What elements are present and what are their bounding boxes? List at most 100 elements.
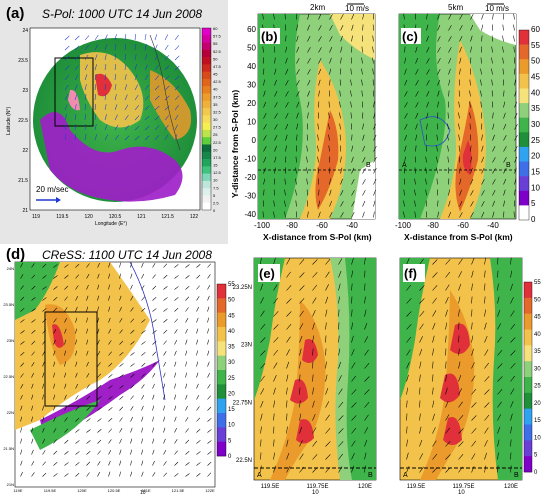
colorbar-swatch [202, 180, 211, 189]
wind-vector [306, 167, 308, 174]
wind-vector [351, 283, 353, 291]
wind-vector [325, 361, 327, 369]
wind-vector [458, 348, 460, 356]
colorbar-swatch [519, 30, 529, 45]
wind-vector [207, 429, 212, 433]
wind-vector [144, 54, 148, 61]
colorbar-swatch [524, 424, 532, 441]
wind-vector [503, 123, 507, 130]
x-tick-label: 121.5E [172, 488, 185, 493]
wind-vector [141, 405, 144, 411]
wind-vector [185, 296, 190, 301]
panel-a-x-ticks: 119 119.5 120 120.5 121 121.5 122 [32, 214, 198, 220]
wind-vector [426, 123, 428, 130]
wind-vector [64, 428, 69, 433]
wind-vector [20, 471, 23, 477]
wind-vector [31, 285, 36, 290]
y-tick-label: -30 [244, 192, 256, 201]
wind-vector [307, 112, 309, 119]
wind-vector [470, 46, 472, 53]
wind-vector [351, 322, 353, 330]
wind-vector [53, 428, 57, 433]
wind-vector [448, 189, 450, 196]
wind-vector [86, 306, 89, 312]
wind-vector [84, 35, 90, 41]
wind-vector [119, 385, 124, 389]
wind-vector [31, 274, 36, 279]
wind-vector [285, 145, 287, 152]
wind-vector [74, 104, 77, 111]
wind-vector [196, 328, 199, 334]
wind-vector [74, 74, 79, 81]
wind-vector [419, 323, 424, 330]
colorbar-tick-label: 0 [213, 208, 216, 213]
wind-vector [510, 388, 515, 395]
x-tick-label: 120.5E [108, 488, 121, 493]
wind-vector [75, 295, 79, 301]
y-tick-label: 21N [7, 482, 14, 487]
wind-vector [299, 374, 301, 382]
y-tick-label: 20 [247, 99, 256, 108]
colorbar-swatch [519, 205, 529, 221]
wind-vector [130, 460, 132, 466]
y-tick-label: 23.25N [233, 285, 252, 291]
wind-vector [174, 350, 177, 356]
wind-vector [350, 101, 352, 108]
colorbar-tick-label: 35 [228, 345, 235, 351]
wind-vector [503, 189, 506, 196]
wind-vector [296, 101, 300, 108]
wind-vector [94, 104, 97, 111]
wind-vector [119, 449, 122, 455]
x-tick-label: -100 [395, 221, 412, 230]
wind-vector [154, 54, 159, 61]
y-tick-label: 23.5N [3, 302, 14, 307]
y-tick-label: 23.5 [18, 58, 28, 64]
wind-vector [273, 200, 275, 207]
colorbar-swatch [524, 408, 532, 425]
wind-vector [141, 352, 146, 356]
wind-vector [196, 339, 198, 345]
colorbar-swatch [524, 392, 532, 409]
wind-vector [53, 473, 58, 477]
wind-vector [174, 55, 180, 61]
wind-vector [285, 102, 289, 108]
wind-vector [174, 85, 180, 91]
wind-vector [481, 201, 485, 207]
wind-vector [328, 123, 330, 130]
wind-vector [104, 44, 108, 51]
colorbar-tick-label: 40 [534, 332, 541, 338]
wind-vector [328, 145, 330, 152]
wind-vector [404, 134, 408, 141]
colorbar-tick-label: 30 [531, 120, 540, 129]
wind-vector [458, 335, 460, 343]
wind-vector [130, 296, 134, 301]
wind-vector [414, 211, 416, 218]
wind-vector [124, 114, 129, 121]
wind-vector [307, 211, 309, 218]
wind-vector [196, 428, 201, 433]
wind-vector [94, 44, 99, 51]
colorbar-tick-label: 30 [534, 366, 541, 372]
wind-vector [406, 465, 410, 473]
wind-vector [119, 395, 124, 400]
wind-vector [425, 167, 427, 174]
wind-vector [207, 284, 211, 290]
wind-vector [296, 35, 299, 42]
wind-vector [119, 471, 121, 477]
colorbar-tick-label: 2.5 [213, 200, 219, 205]
wind-vector [97, 439, 102, 444]
panel-b-height: 2km [310, 3, 325, 12]
wind-vector [406, 349, 411, 356]
wind-vector [64, 285, 69, 290]
wind-vector [124, 54, 127, 61]
wind-vector [84, 45, 89, 51]
wind-vector [338, 388, 343, 395]
wind-vector [86, 440, 91, 444]
wind-vector [432, 310, 437, 317]
colorbar-swatch [524, 456, 532, 473]
wind-vector [141, 307, 146, 312]
wind-vector [492, 134, 495, 141]
wind-vector [97, 384, 102, 389]
wind-vector [510, 283, 513, 291]
wind-vector [436, 156, 438, 163]
